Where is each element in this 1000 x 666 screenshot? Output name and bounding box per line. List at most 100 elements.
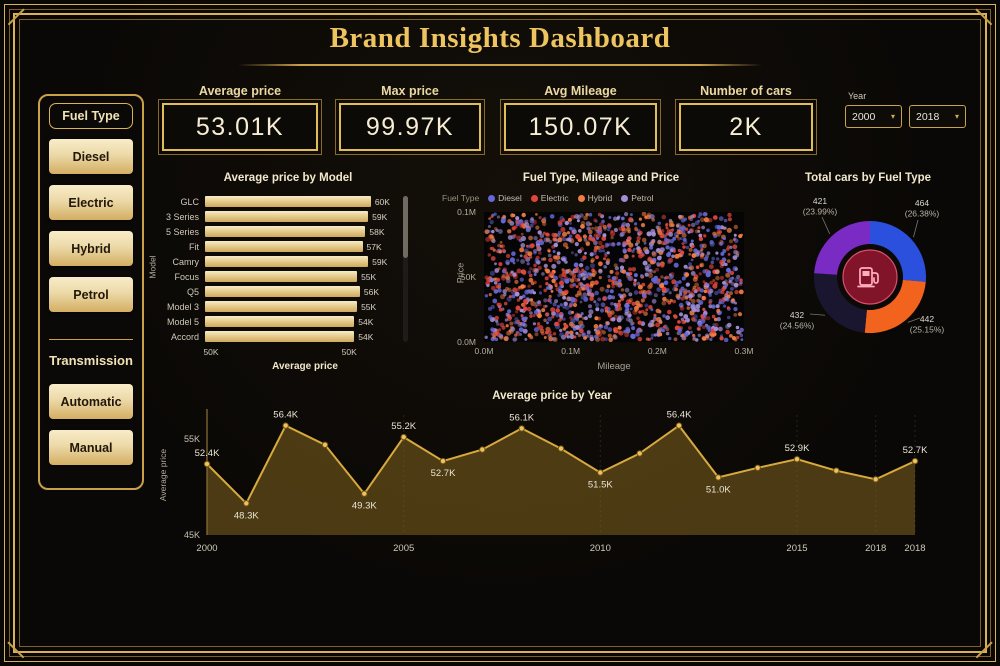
scatter-point[interactable] xyxy=(657,239,662,245)
scatter-point[interactable] xyxy=(678,280,682,284)
scatter-point[interactable] xyxy=(650,336,654,340)
filter-button-automatic[interactable]: Automatic xyxy=(49,384,133,419)
scatter-point[interactable] xyxy=(692,337,696,341)
scrollbar-thumb[interactable] xyxy=(403,196,408,258)
scatter-point[interactable] xyxy=(698,212,703,217)
scatter-point[interactable] xyxy=(606,284,611,289)
scatter-point[interactable] xyxy=(610,310,615,315)
scatter-point[interactable] xyxy=(488,293,492,297)
bar-mark[interactable] xyxy=(205,301,358,312)
scatter-point[interactable] xyxy=(633,283,637,287)
scatter-point[interactable] xyxy=(606,251,610,255)
scatter-point[interactable] xyxy=(564,260,568,264)
scatter-point[interactable] xyxy=(731,336,737,341)
scatter-point[interactable] xyxy=(512,261,516,265)
scatter-point[interactable] xyxy=(569,304,573,308)
scatter-point[interactable] xyxy=(628,318,633,323)
scatter-point[interactable] xyxy=(544,304,548,308)
scatter-point[interactable] xyxy=(729,239,733,244)
scatter-point[interactable] xyxy=(712,231,717,236)
scatter-point[interactable] xyxy=(732,255,738,260)
scatter-point[interactable] xyxy=(634,226,638,230)
scatter-point[interactable] xyxy=(515,216,520,221)
scatter-point[interactable] xyxy=(627,275,633,281)
scatter-point[interactable] xyxy=(582,255,586,259)
scatter-point[interactable] xyxy=(739,280,743,285)
scatter-point[interactable] xyxy=(611,284,615,289)
scatter-point[interactable] xyxy=(594,316,599,321)
scatter-point[interactable] xyxy=(570,251,574,255)
scatter-point[interactable] xyxy=(542,231,546,235)
scatter-point[interactable] xyxy=(727,217,732,222)
scatter-point[interactable] xyxy=(723,304,727,308)
scatter-point[interactable] xyxy=(538,251,542,255)
scatter-point[interactable] xyxy=(640,274,644,278)
scatter-point[interactable] xyxy=(604,306,609,311)
scatter-point[interactable] xyxy=(538,284,542,289)
scatter-point[interactable] xyxy=(702,307,706,311)
scatter-point[interactable] xyxy=(600,308,605,313)
scatter-point[interactable] xyxy=(555,313,560,318)
scatter-point[interactable] xyxy=(720,240,725,245)
data-point-marker[interactable] xyxy=(400,433,407,441)
scatter-point[interactable] xyxy=(644,249,650,255)
scatter-point[interactable] xyxy=(542,221,547,227)
scatter-point[interactable] xyxy=(561,334,566,340)
scatter-point[interactable] xyxy=(695,265,700,269)
scatter-point[interactable] xyxy=(706,251,711,255)
scatter-point[interactable] xyxy=(538,325,544,331)
scatter-point[interactable] xyxy=(706,228,710,233)
scatter-point[interactable] xyxy=(722,281,726,285)
scatter-point[interactable] xyxy=(680,218,686,223)
scatter-point[interactable] xyxy=(516,319,521,324)
scatter-point[interactable] xyxy=(493,212,497,216)
scatter-point[interactable] xyxy=(527,253,531,257)
scatter-point[interactable] xyxy=(555,308,560,313)
scatter-point[interactable] xyxy=(574,253,578,257)
scatter-point[interactable] xyxy=(671,254,675,259)
scatter-point[interactable] xyxy=(529,267,533,271)
scatter-point[interactable] xyxy=(733,307,738,312)
scatter-point[interactable] xyxy=(584,251,587,255)
scatter-point[interactable] xyxy=(502,214,506,219)
scatter-point[interactable] xyxy=(537,322,541,326)
scatter-point[interactable] xyxy=(557,318,562,323)
scatter-point[interactable] xyxy=(722,249,727,253)
scatter-point[interactable] xyxy=(529,223,534,228)
scatter-point[interactable] xyxy=(624,311,629,316)
scatter-point[interactable] xyxy=(590,257,595,263)
scatter-point[interactable] xyxy=(631,326,636,331)
scatter-point[interactable] xyxy=(533,236,538,241)
donut-segment[interactable] xyxy=(814,273,867,333)
scatter-point[interactable] xyxy=(570,214,576,220)
scatter-point[interactable] xyxy=(595,255,599,260)
scatter-point[interactable] xyxy=(712,279,716,282)
scatter-point[interactable] xyxy=(536,246,540,250)
scatter-point[interactable] xyxy=(527,270,532,274)
scatter-point[interactable] xyxy=(660,235,664,238)
scatter-point[interactable] xyxy=(722,236,726,241)
scatter-point[interactable] xyxy=(685,317,690,323)
bar-mark[interactable] xyxy=(205,226,366,237)
scatter-point[interactable] xyxy=(697,327,701,331)
scatter-point[interactable] xyxy=(709,240,714,245)
scatter-point[interactable] xyxy=(507,316,512,322)
scatter-point[interactable] xyxy=(502,289,507,294)
scatter-point[interactable] xyxy=(510,270,514,274)
scatter-point[interactable] xyxy=(523,254,528,259)
scatter-point[interactable] xyxy=(682,290,688,295)
scatter-point[interactable] xyxy=(552,332,557,336)
scatter-point[interactable] xyxy=(551,263,557,269)
scatter-point[interactable] xyxy=(598,261,603,267)
scatter-point[interactable] xyxy=(670,274,674,279)
scatter-point[interactable] xyxy=(597,227,603,233)
scatter-point[interactable] xyxy=(697,219,700,223)
scatter-point[interactable] xyxy=(490,246,495,251)
scatter-point[interactable] xyxy=(554,282,558,286)
scatter-point[interactable] xyxy=(662,296,667,302)
scatter-point[interactable] xyxy=(527,244,531,249)
scatter-point[interactable] xyxy=(528,273,533,278)
scatter-point[interactable] xyxy=(674,280,679,286)
scatter-point[interactable] xyxy=(580,224,585,229)
scatter-point[interactable] xyxy=(697,322,703,327)
